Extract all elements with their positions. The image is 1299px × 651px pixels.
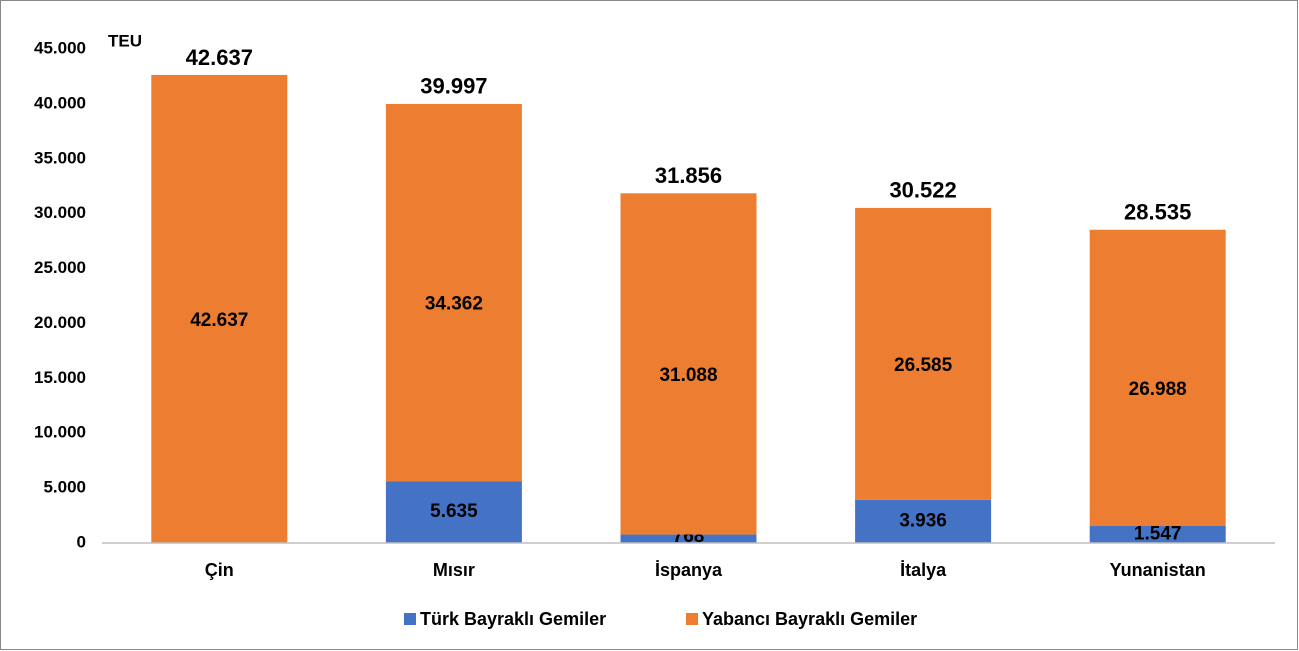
value-label: 42.637	[190, 310, 248, 331]
total-label: 42.637	[186, 45, 253, 70]
value-label: 1.547	[1134, 524, 1182, 545]
y-tick-label: 40.000	[34, 93, 86, 112]
y-tick-label: 25.000	[34, 258, 86, 277]
legend-swatch	[404, 613, 416, 625]
legend-label: Yabancı Bayraklı Gemiler	[702, 609, 917, 629]
y-tick-label: 0	[77, 532, 86, 551]
x-tick-label: Mısır	[433, 560, 475, 580]
x-tick-label: Yunanistan	[1110, 560, 1206, 580]
value-label: 26.988	[1129, 379, 1187, 400]
total-label: 31.856	[655, 163, 722, 188]
total-label: 30.522	[889, 178, 956, 203]
total-label: 39.997	[420, 74, 487, 99]
value-label: 5.635	[430, 501, 478, 522]
y-tick-label: 10.000	[34, 423, 86, 442]
y-axis-label: TEU	[108, 31, 142, 50]
legend-label: Türk Bayraklı Gemiler	[420, 609, 606, 629]
bar-segment	[855, 208, 991, 500]
y-tick-label: 20.000	[34, 313, 86, 332]
total-label: 28.535	[1124, 200, 1191, 225]
bar-segment	[621, 193, 757, 534]
value-label: 3.936	[899, 510, 947, 531]
y-tick-label: 45.000	[34, 38, 86, 57]
value-label: 34.362	[425, 294, 483, 315]
y-tick-label: 5.000	[43, 478, 86, 497]
y-tick-label: 35.000	[34, 148, 86, 167]
chart: TEU 0 5.000 10.000 15.000 20.000 25.000 30.000…	[0, 0, 1299, 651]
x-tick-label: İtalya	[900, 560, 947, 580]
legend-swatch	[686, 613, 698, 625]
value-label: 26.585	[894, 355, 953, 376]
value-label: 31.088	[659, 365, 717, 386]
y-tick-label: 15.000	[34, 368, 86, 387]
x-tick-label: İspanya	[655, 560, 723, 580]
bar-segment	[1090, 230, 1226, 526]
bar-segment	[386, 104, 522, 481]
y-tick-label: 30.000	[34, 203, 86, 222]
bar-segment	[151, 75, 287, 543]
x-tick-label: Çin	[205, 560, 234, 580]
